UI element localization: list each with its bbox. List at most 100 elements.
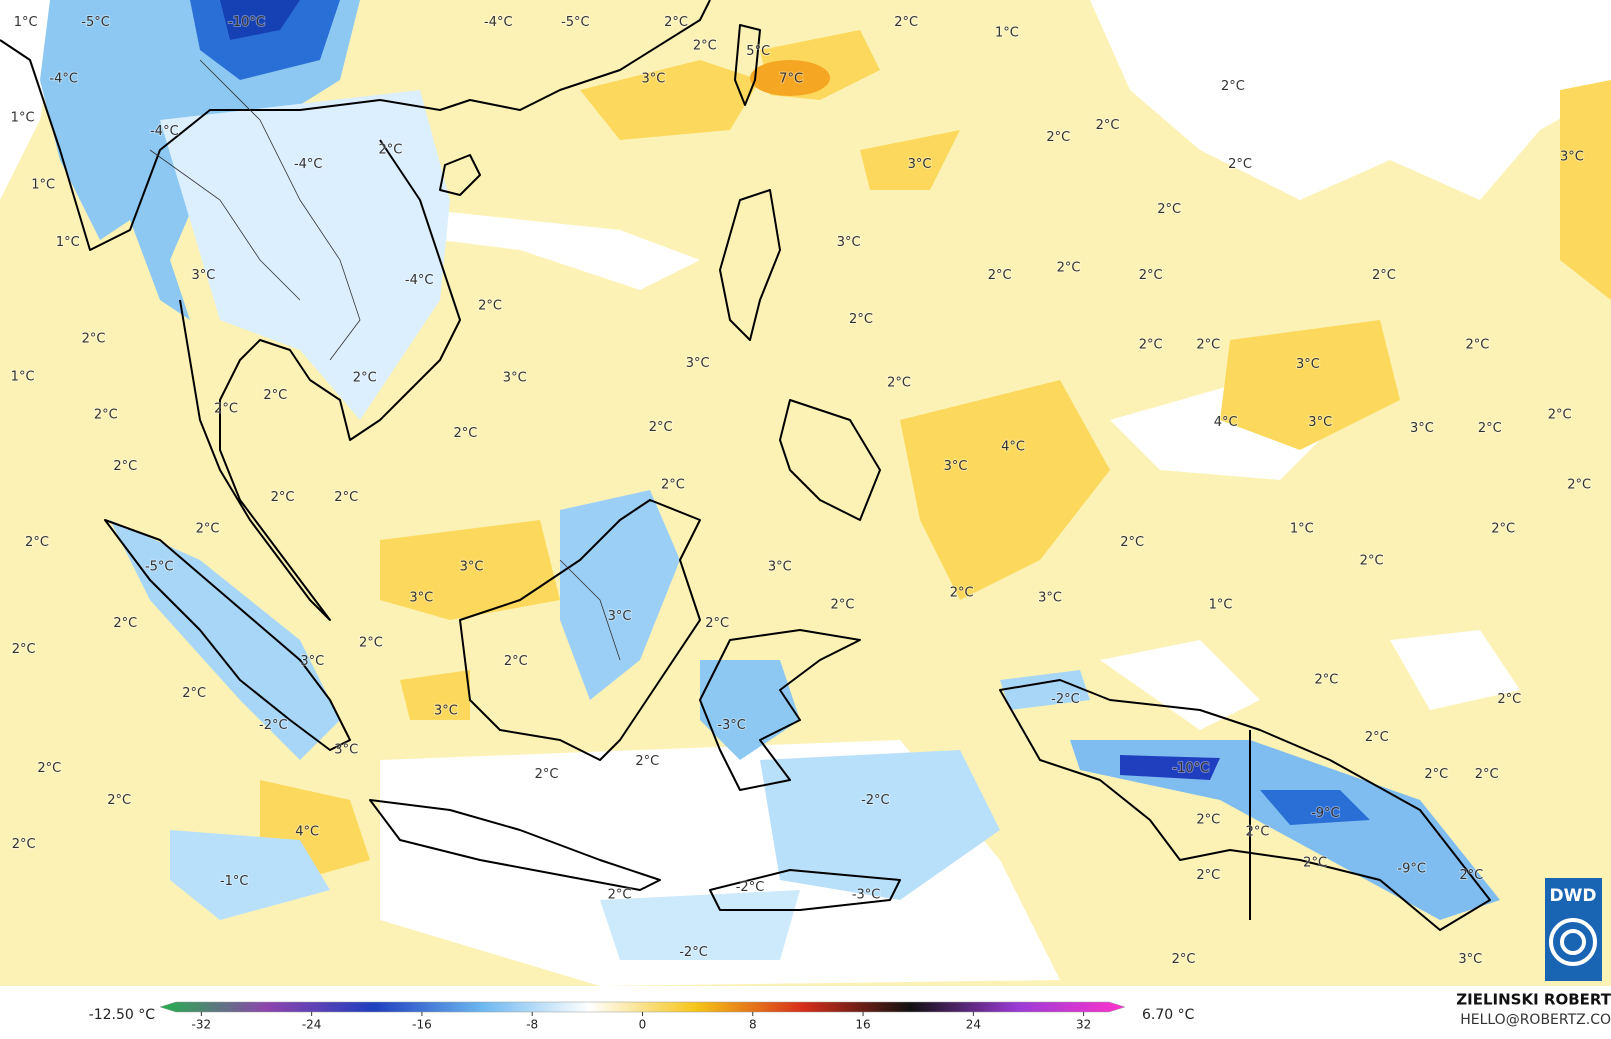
temperature-label: 3°C [300,654,324,669]
colorbar-tick-label: 16 [855,1018,870,1032]
temperature-label: 2°C [1360,553,1384,568]
temperature-label: 1°C [1290,522,1314,537]
temperature-label: 3°C [642,72,666,87]
temperature-label: 2°C [1196,338,1220,353]
temperature-label: 2°C [608,887,632,902]
temperature-label: -5°C [561,15,590,30]
max-value: 6.70 °C [1142,1007,1195,1023]
temperature-label: -3°C [852,887,881,902]
temperature-label: 2°C [635,754,659,769]
temperature-label: 2°C [1491,522,1515,537]
temperature-label: -2°C [1051,692,1080,707]
temperature-label: 2°C [453,426,477,441]
temperature-label: 2°C [196,522,220,537]
credit-contact: HELLO@ROBERTZ.CO [1460,1012,1611,1028]
temperature-label: 3°C [1458,952,1482,967]
logo-swirl [1549,918,1597,966]
temperature-label: 2°C [214,401,238,416]
temperature-label: 3°C [1308,415,1332,430]
colorbar-tick-label: 24 [966,1018,981,1032]
temperature-label: 2°C [950,585,974,600]
temperature-label: 2°C [1246,825,1270,840]
temperature-label: 2°C [1459,868,1483,883]
temperature-label: -10°C [1172,761,1209,776]
temperature-label: -5°C [145,560,174,575]
temperature-label: 1°C [14,15,38,30]
credit-author: ZIELINSKI ROBERT [1456,991,1611,1009]
temperature-label: 3°C [1560,150,1584,165]
temperature-label: -9°C [1397,862,1426,877]
temperature-label: -2°C [861,793,890,808]
temperature-label: 2°C [113,459,137,474]
temperature-label: 2°C [1314,673,1338,688]
temperature-label: 2°C [887,376,911,391]
temperature-label: 3°C [837,235,861,250]
temperature-label: 3°C [908,157,932,172]
temperature-label: 2°C [1303,856,1327,871]
temperature-label: 3°C [503,371,527,386]
temperature-label: -4°C [405,273,434,288]
temperature-label: 2°C [649,420,673,435]
hot-area [750,60,830,96]
temperature-label: -4°C [49,72,78,87]
temperature-label: 2°C [1139,338,1163,353]
temperature-label: 2°C [831,598,855,613]
temperature-label: 2°C [504,654,528,669]
temperature-label: 3°C [768,560,792,575]
borders [149,59,621,661]
temperature-label: 2°C [82,332,106,347]
colorbar-tick-label: 0 [639,1018,647,1032]
temperature-label: 2°C [12,837,36,852]
temperature-label: 2°C [1172,952,1196,967]
temperature-labels: -10°C -5°C 1°C -4°C -5°C 2°C 2°C 2°C 1°C 5°C 7°C 3°… [10,14,1592,968]
temperature-label: -2°C [259,718,288,733]
temperature-label: 2°C [1567,477,1591,492]
logo-text: DWD [1550,886,1597,906]
temperature-label: -10°C [228,15,265,30]
temperature-label: 2°C [1196,812,1220,827]
temperature-label: 7°C [779,72,803,87]
temperature-label: 1°C [1209,598,1233,613]
temperature-label: -4°C [484,15,513,30]
temperature-label: 4°C [1214,415,1238,430]
temperature-label: 2°C [1228,157,1252,172]
temperature-label: 3°C [460,560,484,575]
temperature-label: 2°C [1372,268,1396,283]
temperature-label: 2°C [94,408,118,423]
temperature-label: 2°C [894,15,918,30]
temperature-label: -3°C [717,718,746,733]
colorbar-tick-label: -32 [192,1018,212,1032]
temperature-label: 2°C [107,793,131,808]
temperature-label: 3°C [1410,421,1434,436]
temperature-label: 3°C [1038,590,1062,605]
temperature-label: 3°C [686,356,710,371]
temperature-label: -2°C [736,880,765,895]
temperature-label: 2°C [1424,767,1448,782]
temperature-label: 1°C [995,25,1019,40]
warm-areas [260,30,1611,880]
temperature-label: 2°C [37,761,61,776]
temperature-label: 1°C [11,111,35,126]
colorbar-ramp [159,1001,1126,1013]
temperature-label: 2°C [1096,118,1120,133]
temperature-label: 2°C [12,642,36,657]
temperature-label: 2°C [535,767,559,782]
temperature-label: 2°C [1548,408,1572,423]
temperature-label: 2°C [849,312,873,327]
legend-bar: -12.50 °C 6.70 °C -32 -24 -16 -8 0 8 16 24 32 ZI… [0,986,1611,1035]
colorbar-tick-label: -8 [526,1018,538,1032]
temperature-label: 4°C [295,825,319,840]
temperature-label: 1°C [56,235,80,250]
temperature-label: 3°C [1296,357,1320,372]
dwd-logo: DWD [1545,878,1602,981]
temperature-label: 1°C [11,370,35,385]
temperature-label: 1°C [31,177,55,192]
temperature-label: 3°C [409,590,433,605]
colorbar-tick-label: -16 [412,1018,432,1032]
temperature-label: 3°C [944,459,968,474]
coastlines [0,0,1491,931]
temperature-label: -4°C [150,124,179,139]
temperature-label: 2°C [705,616,729,631]
temperature-label: 2°C [271,490,295,505]
temperature-label: -2°C [679,945,708,960]
